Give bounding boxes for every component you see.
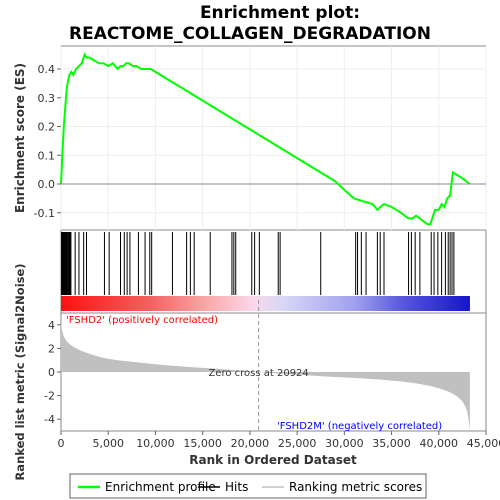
- x-tick-label: 30,000: [325, 437, 364, 450]
- metric-y-axis: -4 -2 0 2 4: [44, 319, 61, 426]
- legend: Enrichment profile Hits Ranking metric sco…: [78, 480, 422, 494]
- metric-area-layer: [61, 321, 470, 430]
- rank-color-bar: [61, 296, 470, 311]
- metric-y-tick-label: -2: [44, 390, 55, 403]
- es-profile-layer: [60, 52, 471, 226]
- es-y-axis: -0.1 0.0 0.1 0.2 0.3 0.4: [34, 63, 61, 220]
- legend-label: Hits: [225, 480, 248, 494]
- x-tick-label: 25,000: [278, 437, 317, 450]
- hits-layer: [61, 232, 455, 295]
- metric-y-tick-label: 0: [48, 366, 55, 379]
- metric-y-tick-label: 2: [48, 342, 55, 355]
- enrichment-profile-line: [60, 52, 471, 226]
- metric-y-tick-label: 4: [48, 319, 55, 332]
- metric-y-tick-label: -4: [44, 413, 55, 426]
- x-tick-label: 40,000: [420, 437, 459, 450]
- x-axis: 0 5,000 10,000 15,000 20,000 25,000 30,000 35,0…: [58, 431, 500, 450]
- x-tick-label: 45,000: [467, 437, 500, 450]
- legend-label: Ranking metric scores: [289, 480, 422, 494]
- es-panel-frame: [60, 45, 487, 231]
- legend-label: Enrichment profile: [105, 480, 216, 494]
- x-tick-label: 20,000: [231, 437, 270, 450]
- es-y-tick-label: 0.0: [38, 178, 56, 191]
- es-y-tick-label: 0.3: [38, 92, 56, 105]
- x-tick-label: 15,000: [183, 437, 222, 450]
- ranking-metric-area: [61, 321, 470, 430]
- es-y-tick-label: 0.2: [38, 121, 56, 134]
- legend-box: [69, 473, 427, 499]
- positive-correlation-label: 'FSHD2' (positively correlated): [66, 315, 218, 326]
- x-axis-title: Rank in Ordered Dataset: [189, 453, 357, 467]
- chart-title-line1: Enrichment plot:: [200, 3, 360, 23]
- x-tick-label: 0: [58, 437, 65, 450]
- zero-cross-label: Zero cross at 20924: [208, 368, 308, 379]
- metric-y-axis-title: Ranked list metric (Signal2Noise): [13, 263, 27, 480]
- x-tick-label: 10,000: [136, 437, 175, 450]
- es-y-axis-title: Enrichment score (ES): [13, 63, 27, 213]
- x-tick-label: 5,000: [92, 437, 124, 450]
- x-tick-label: 35,000: [372, 437, 411, 450]
- es-y-tick-label: 0.1: [38, 149, 56, 162]
- es-y-tick-label: 0.4: [38, 63, 56, 76]
- chart-title-line2: REACTOME_COLLAGEN_DEGRADATION: [69, 24, 431, 44]
- es-y-tick-label: -0.1: [34, 207, 55, 220]
- negative-correlation-label: 'FSHD2M' (negatively correlated): [277, 421, 442, 432]
